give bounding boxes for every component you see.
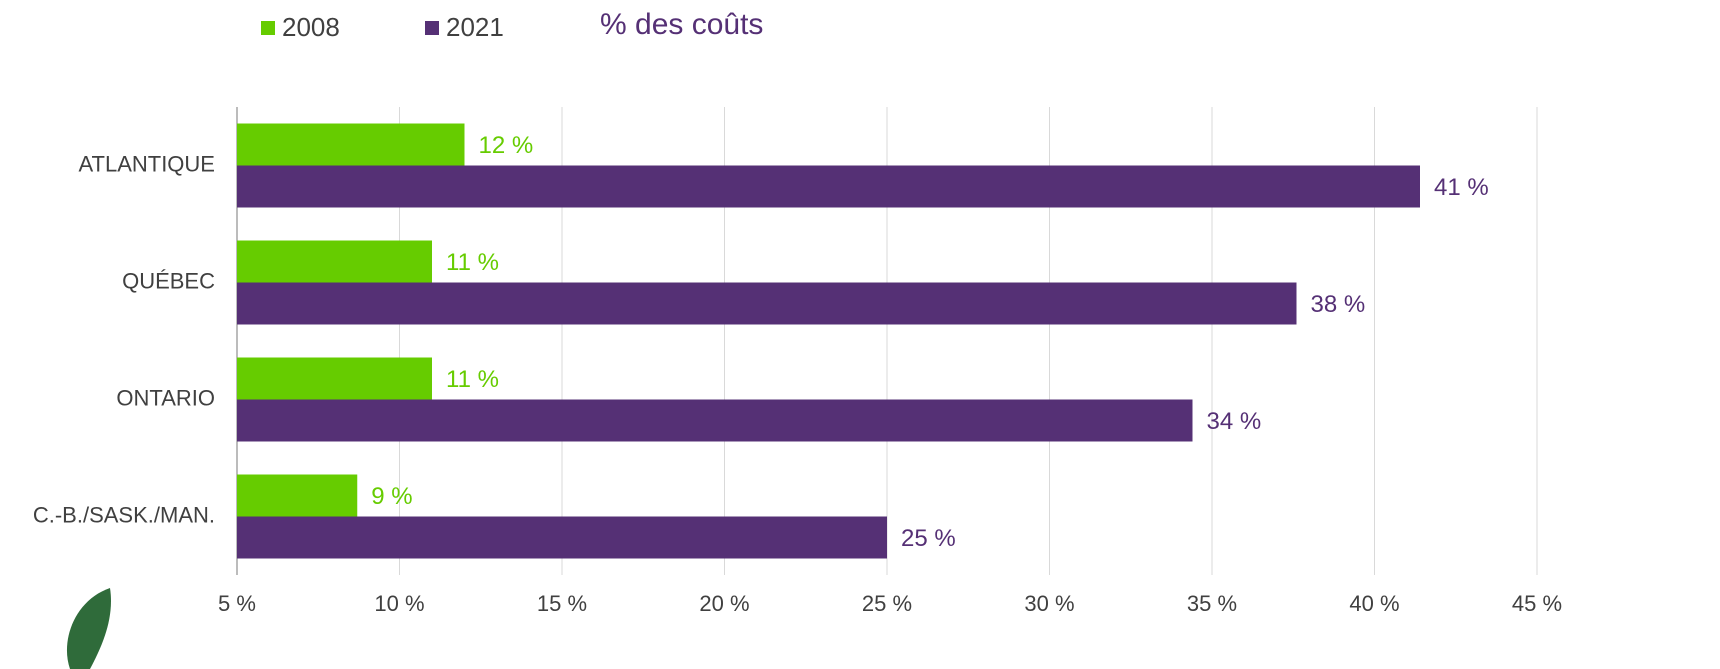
bar xyxy=(237,240,432,283)
data-label: 25 % xyxy=(901,525,956,552)
data-label: 12 % xyxy=(479,132,534,159)
y-tick-label: C.-B./SASK./MAN. xyxy=(33,502,215,527)
legend-swatch xyxy=(261,21,275,35)
bar xyxy=(237,282,1297,325)
data-label: 11 % xyxy=(446,249,499,276)
bar xyxy=(237,474,358,517)
data-label: 11 % xyxy=(446,366,499,393)
x-tick-label: 35 % xyxy=(1187,591,1237,616)
legend-swatch xyxy=(425,21,439,35)
y-tick-label: ONTARIO xyxy=(116,385,215,410)
x-tick-label: 30 % xyxy=(1024,591,1074,616)
leaf-decoration xyxy=(66,588,111,669)
x-tick-label: 25 % xyxy=(862,591,912,616)
bar xyxy=(237,123,465,166)
bar xyxy=(237,516,887,559)
x-tick-label: 40 % xyxy=(1349,591,1399,616)
x-tick-label: 5 % xyxy=(218,591,256,616)
data-label: 41 % xyxy=(1434,174,1489,201)
x-tick-label: 45 % xyxy=(1512,591,1562,616)
bar xyxy=(237,357,432,400)
x-tick-label: 10 % xyxy=(374,591,424,616)
legend-label: 2008 xyxy=(282,12,340,42)
x-tick-label: 20 % xyxy=(699,591,749,616)
y-tick-label: QUÉBEC xyxy=(122,268,215,293)
data-label: 34 % xyxy=(1207,408,1262,435)
data-label: 9 % xyxy=(371,483,412,510)
bar xyxy=(237,399,1193,442)
x-tick-label: 15 % xyxy=(537,591,587,616)
y-tick-label: ATLANTIQUE xyxy=(78,151,215,176)
legend-label: 2021 xyxy=(446,12,504,42)
chart-title: % des coûts xyxy=(600,8,763,41)
bar xyxy=(237,165,1420,208)
data-label: 38 % xyxy=(1311,291,1366,318)
